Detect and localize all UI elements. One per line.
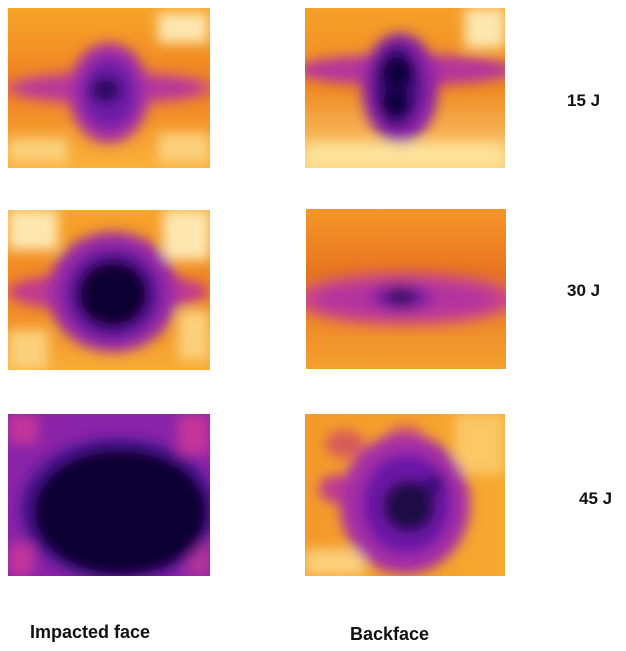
energy-label-45j: 45 J xyxy=(579,489,613,508)
thermogram-15j-backface xyxy=(305,8,505,168)
thermogram-45j-impacted-face xyxy=(8,414,210,576)
energy-label-30j: 30 J xyxy=(567,281,601,300)
column-label-backface: Backface xyxy=(350,624,430,644)
thermogram-30j-impacted-face xyxy=(8,210,210,370)
thermogram-15j-impacted-face xyxy=(8,8,210,168)
thermogram-30j-backface xyxy=(306,209,506,369)
column-label-impacted-face: Impacted face xyxy=(30,622,151,642)
thermogram-45j-backface xyxy=(305,414,505,576)
energy-label-15j: 15 J xyxy=(567,91,601,110)
